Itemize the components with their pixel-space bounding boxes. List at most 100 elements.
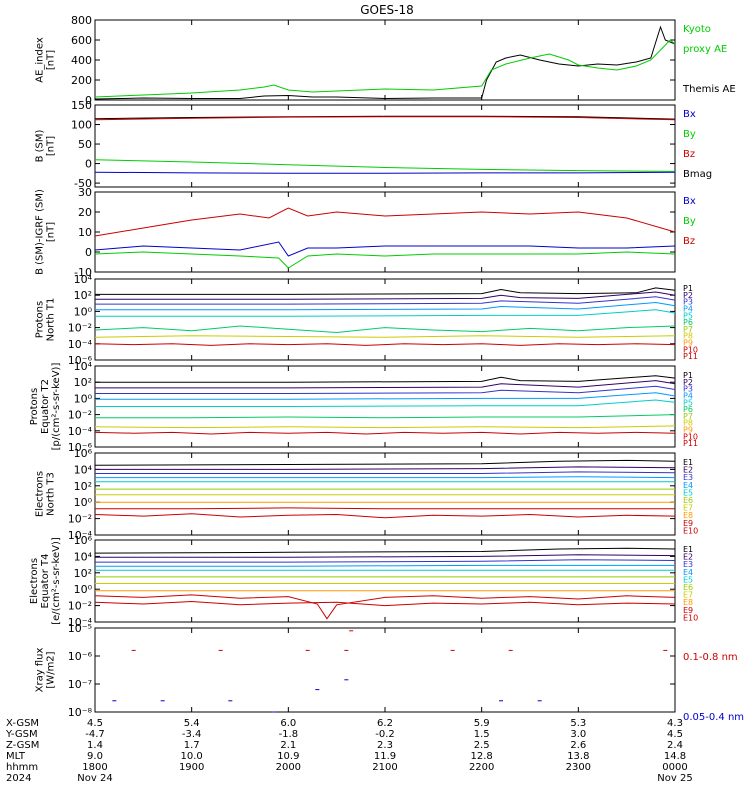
y-tick-label: 100	[71, 119, 92, 132]
x-row-value: Nov 25	[657, 773, 692, 784]
panel-frame	[94, 191, 676, 273]
x-row-value: 2.1	[280, 740, 296, 751]
y-tick-label: 10⁻⁶	[68, 441, 93, 454]
y-tick-label: 600	[71, 34, 92, 47]
y-axis-label: North T3	[46, 472, 57, 516]
series-line-bx	[94, 171, 676, 174]
series-line-p9	[94, 343, 676, 346]
panel-ae: 0 200 400 600 800 AE_index [nT] Kyoto proxy AE Th…	[35, 14, 736, 107]
series-line-p1	[95, 375, 676, 383]
legend-item: P6	[683, 318, 693, 327]
legend-item: By	[683, 216, 696, 227]
legend-item: E7	[683, 504, 693, 513]
x-row-value: 14.8	[664, 751, 686, 762]
panel-bsm: -50 0 50 100 150 B (SM) [nT] Bx By Bz Bmag	[35, 99, 713, 190]
x-row-value: 2300	[566, 762, 591, 773]
legend-item: Bx	[683, 196, 696, 207]
x-row-label: X-GSM	[6, 718, 39, 729]
legend-item: E1	[683, 545, 693, 554]
legend-item: P1	[683, 371, 693, 380]
series-line-p3	[95, 296, 676, 305]
x-row-value: 6.2	[377, 718, 393, 729]
y-tick-label: 20	[78, 206, 92, 219]
series-line-p3	[95, 385, 676, 394]
y-axis-label: Electrons	[35, 471, 46, 517]
series-line-p5	[95, 399, 676, 407]
legend-item: P5	[683, 398, 693, 407]
series-line-p5	[95, 309, 676, 317]
y-tick-label: 10²	[74, 376, 92, 389]
legend-item: P2	[683, 291, 693, 300]
legend-item: E4	[683, 481, 693, 490]
legend-item: P3	[683, 298, 693, 307]
y-tick-label: 50	[78, 138, 92, 151]
y-tick-label: 10⁻²	[68, 322, 92, 335]
y-axis-label: [p/(cm²-s-sr-keV)]	[51, 363, 62, 451]
legend-item: E1	[683, 458, 693, 467]
y-tick-label: 10⁻⁴	[68, 338, 93, 351]
panel-frame	[94, 19, 676, 101]
y-tick-label: 10⁰	[74, 583, 93, 596]
legend-item: E4	[683, 568, 693, 577]
series-line-e10	[94, 513, 676, 519]
y-axis-label: B (SM)-IGRF (SM)	[35, 189, 46, 275]
x-row-value: 1.5	[474, 729, 490, 740]
x-row-value: 13.8	[567, 751, 589, 762]
series-line-e2	[95, 466, 676, 470]
legend-item: E3	[683, 473, 693, 482]
x-axis-table: X-GSM 4.5 5.4 6.0 6.2 5.9 5.3 4.3 Y-GSM -4.7 -3.4 -…	[5, 718, 693, 784]
y-tick-label: 800	[71, 14, 92, 27]
series-line-by	[94, 251, 676, 269]
y-tick-label: 10⁻⁴	[68, 616, 93, 629]
x-row-label: Z-GSM	[6, 740, 39, 751]
x-row-value: 2000	[276, 762, 301, 773]
legend-item: P7	[683, 412, 693, 421]
x-row-value: 2100	[372, 762, 397, 773]
x-row-value: 1900	[179, 762, 204, 773]
x-row-value: -4.7	[85, 729, 105, 740]
y-tick-label: 10⁴	[74, 273, 93, 286]
panel-xray: 10⁻⁸ 10⁻⁷ 10⁻⁶ 10⁻⁵ Xray flux [W/m2] 0.1-0.8 n…	[35, 622, 745, 723]
x-row-value: 2.5	[474, 740, 490, 751]
x-row-value: 4.5	[87, 718, 103, 729]
x-row-value: -0.2	[375, 729, 395, 740]
legend-item: Themis AE	[682, 84, 736, 95]
series-line-e3	[95, 471, 676, 474]
legend-item: 0.1-0.8 nm	[683, 652, 738, 663]
series-line-p6	[95, 414, 676, 419]
y-tick-label: 10²	[74, 480, 92, 493]
legend-item: By	[683, 129, 696, 140]
legend-item: P8	[683, 332, 693, 341]
series-line-p2	[95, 291, 676, 300]
x-row-label: hhmm	[6, 762, 38, 773]
legend-item: E6	[683, 496, 693, 505]
series-line-p8	[94, 425, 676, 429]
series-line-by	[94, 159, 676, 172]
legend-item: E10	[683, 526, 698, 535]
legend-item: P5	[683, 311, 693, 320]
legend-item: 0.05-0.4 nm	[683, 712, 744, 723]
x-row-value: 5.9	[474, 718, 490, 729]
series-line-e4	[95, 476, 676, 479]
series-line-e1	[94, 459, 676, 466]
y-tick-label: 10⁰	[74, 496, 93, 509]
y-axis-label: B (SM)	[35, 129, 46, 162]
series-line-e9	[94, 594, 676, 620]
legend-item: proxy AE	[683, 44, 727, 55]
legend-item: P8	[683, 419, 693, 428]
series-line-themis-ae	[94, 25, 676, 100]
x-row-value: 6.0	[280, 718, 296, 729]
y-axis-label: North T1	[46, 298, 57, 342]
legend-item: Bz	[683, 236, 695, 247]
y-tick-label: 0	[85, 246, 92, 259]
y-tick-label: 10²	[74, 567, 92, 580]
legend-item: Bmag	[683, 169, 712, 180]
y-tick-label: 10⁻⁵	[68, 622, 92, 635]
y-tick-label: 10⁶	[74, 447, 93, 460]
legend-item: P2	[683, 378, 693, 387]
y-axis-label: [e/(cm²-s-sr-keV)]	[51, 537, 62, 625]
panel-protons_equator: 10⁻⁶ 10⁻⁴ 10⁻² 10⁰ 10² 10⁴ Protons Equator T2 [p…	[29, 360, 698, 454]
x-row-value: 2200	[469, 762, 494, 773]
y-tick-label: -50	[74, 177, 92, 190]
